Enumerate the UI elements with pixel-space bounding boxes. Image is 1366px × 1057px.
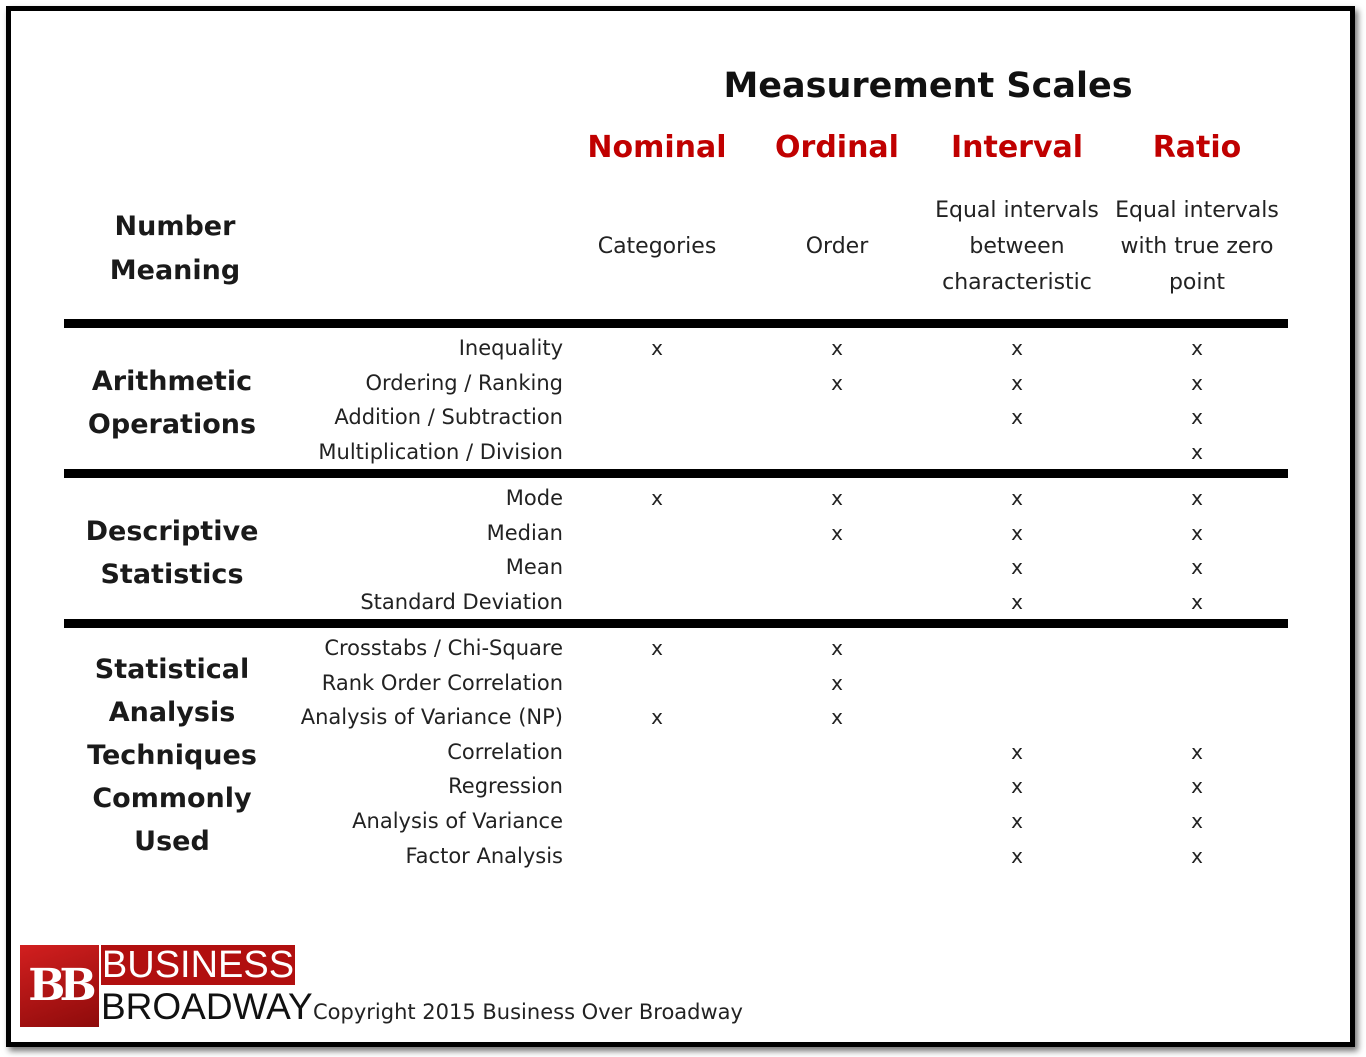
check-mark-interval: x xyxy=(1011,336,1023,360)
check-mark-interval: x xyxy=(1011,774,1023,798)
group-label-descriptive-statistics: Descriptive Statistics xyxy=(85,516,259,590)
check-mark-interval: x xyxy=(1011,809,1023,833)
check-mark-ratio: x xyxy=(1191,336,1203,360)
scale-header-ratio: Ratio xyxy=(1152,130,1242,165)
row-label: Ordering / Ranking xyxy=(365,371,563,395)
row-label: Factor Analysis xyxy=(405,844,563,868)
row-label: Mean xyxy=(505,555,563,579)
check-mark-ordinal: x xyxy=(831,486,843,510)
row-label: Inequality xyxy=(458,336,563,360)
check-mark-interval: x xyxy=(1011,590,1023,614)
check-mark-ratio: x xyxy=(1191,405,1203,429)
row-label: Analysis of Variance xyxy=(352,809,563,833)
check-mark-ratio: x xyxy=(1191,590,1203,614)
check-mark-ratio: x xyxy=(1191,844,1203,868)
check-mark-ratio: x xyxy=(1191,774,1203,798)
scale-description-ordinal: Order xyxy=(805,234,869,259)
scale-header-interval: Interval xyxy=(950,130,1084,165)
row-label: Crosstabs / Chi-Square xyxy=(324,636,563,660)
check-mark-interval: x xyxy=(1011,844,1023,868)
row-label: Multiplication / Division xyxy=(318,440,563,464)
row-label: Rank Order Correlation xyxy=(321,671,563,695)
business-broadway-logo: BB BUSINESS BROADWAY xyxy=(20,944,313,1027)
row-label: Regression xyxy=(448,774,563,798)
check-mark-ratio: x xyxy=(1191,555,1203,579)
number-meaning-label: Number Meaning xyxy=(109,211,241,286)
row-label: Median xyxy=(486,521,563,545)
logo-monogram: BB xyxy=(20,945,99,1027)
check-mark-nominal: x xyxy=(651,336,663,360)
check-mark-nominal: x xyxy=(651,486,663,510)
section-divider xyxy=(64,319,1288,328)
logo-line-2: BROADWAY xyxy=(101,986,313,1027)
check-mark-ratio: x xyxy=(1191,486,1203,510)
check-mark-nominal: x xyxy=(651,636,663,660)
row-label: Mode xyxy=(505,486,563,510)
logo-line-1: BUSINESS xyxy=(101,944,295,986)
check-mark-interval: x xyxy=(1011,521,1023,545)
check-mark-interval: x xyxy=(1011,555,1023,579)
scale-header-nominal: Nominal xyxy=(587,130,727,165)
page-frame xyxy=(6,6,1355,1047)
row-label: Analysis of Variance (NP) xyxy=(300,705,563,729)
check-mark-nominal: x xyxy=(651,705,663,729)
row-label: Addition / Subtraction xyxy=(334,405,563,429)
table-title: Measurement Scales xyxy=(723,66,1133,106)
check-mark-interval: x xyxy=(1011,740,1023,764)
check-mark-ordinal: x xyxy=(831,636,843,660)
check-mark-ratio: x xyxy=(1191,740,1203,764)
section-divider xyxy=(64,469,1288,478)
check-mark-ordinal: x xyxy=(831,671,843,695)
check-mark-ordinal: x xyxy=(831,336,843,360)
check-mark-ordinal: x xyxy=(831,521,843,545)
section-divider xyxy=(64,619,1288,628)
row-label: Standard Deviation xyxy=(360,590,563,614)
group-label-arithmetic-operations: Arithmetic Operations xyxy=(87,366,257,440)
row-label: Correlation xyxy=(447,740,563,764)
copyright-text: Copyright 2015 Business Over Broadway xyxy=(313,1000,743,1024)
scale-description-interval: Equal intervals between characteristic xyxy=(935,198,1099,295)
check-mark-ratio: x xyxy=(1191,440,1203,464)
check-mark-interval: x xyxy=(1011,486,1023,510)
check-mark-interval: x xyxy=(1011,405,1023,429)
check-mark-ratio: x xyxy=(1191,371,1203,395)
scale-description-nominal: Categories xyxy=(597,234,717,259)
check-mark-ratio: x xyxy=(1191,809,1203,833)
check-mark-ratio: x xyxy=(1191,521,1203,545)
check-mark-interval: x xyxy=(1011,371,1023,395)
check-mark-ordinal: x xyxy=(831,371,843,395)
group-label-statistical-analysis: Statistical Analysis Techniques Commonly… xyxy=(87,654,257,857)
check-mark-ordinal: x xyxy=(831,705,843,729)
scale-header-ordinal: Ordinal xyxy=(775,130,899,165)
scale-description-ratio: Equal intervals with true zero point xyxy=(1115,198,1279,295)
